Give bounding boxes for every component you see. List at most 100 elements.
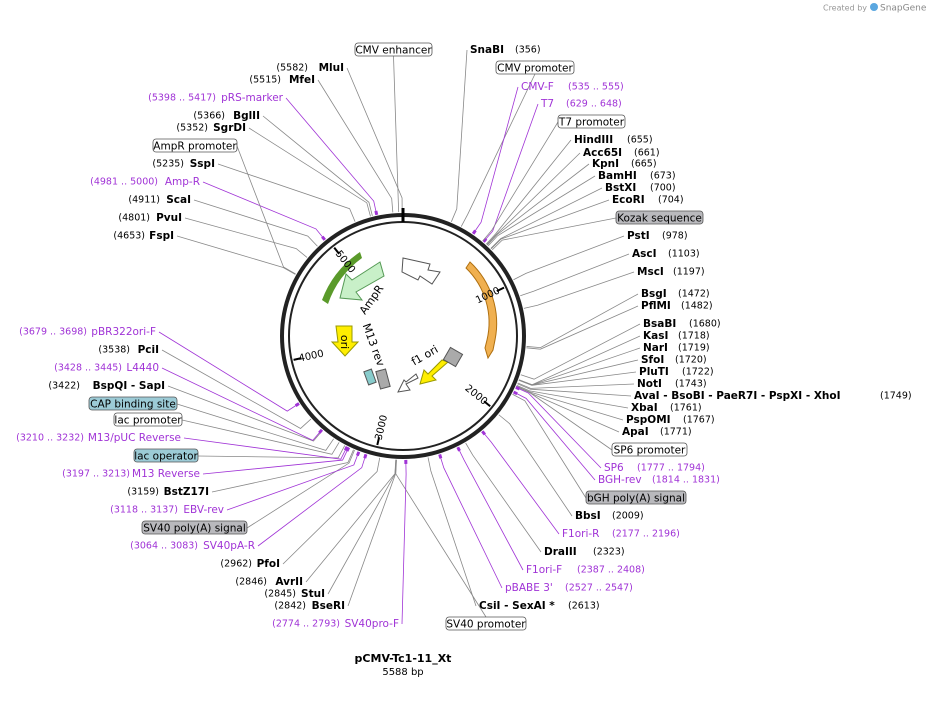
site-position: (356): [515, 45, 541, 56]
site-position: (700): [650, 183, 676, 194]
label-line: [483, 103, 539, 243]
site-name: ScaI: [166, 194, 191, 206]
primer-position: (2177 .. 2196): [612, 529, 680, 540]
feature-box: [141, 520, 248, 535]
site-name: BstXI: [605, 182, 636, 194]
feature-name: SP6 promoter: [614, 445, 686, 457]
label-line: [450, 49, 468, 222]
primer-position: (4981 .. 5000): [90, 177, 158, 188]
site-name: SgrDI: [213, 122, 246, 134]
site-name: BsaBI: [643, 318, 676, 330]
label-line: [487, 175, 596, 247]
feature-box: [615, 210, 704, 225]
site-position: (1719): [678, 343, 710, 354]
site-position: (4653): [113, 231, 145, 242]
site-position: (3538): [98, 345, 130, 356]
primer-tick: [482, 237, 488, 243]
credit: Created by: [823, 4, 867, 13]
feature-box: [495, 60, 575, 75]
label-line: [518, 371, 637, 386]
label-line: [305, 459, 397, 583]
primer-name: pBABE 3': [505, 582, 553, 594]
label-line: [236, 145, 296, 275]
site-position: (1771): [660, 427, 692, 438]
promoter-box: [442, 346, 464, 368]
primer-position: (5398 .. 5417): [148, 93, 216, 104]
white-arrow: [397, 373, 419, 393]
label-line: [513, 235, 625, 281]
site-position: (1680): [689, 319, 721, 330]
site-position: (5235): [152, 159, 184, 170]
primer-name: L4440: [126, 362, 159, 374]
label-line: [327, 459, 397, 595]
site-name: SspI: [190, 158, 215, 170]
label-lines: [158, 49, 641, 625]
polya-box: [375, 368, 391, 390]
primer-position: (1814 .. 1831): [652, 475, 720, 486]
label-line: [193, 199, 318, 247]
label-line: [486, 152, 581, 245]
primer-position: (3679 .. 3698): [19, 327, 87, 338]
primer-position: (535 .. 555): [568, 82, 624, 93]
feature-name: CMV enhancer: [355, 45, 432, 57]
site-name: BglII: [233, 110, 260, 122]
feature-box: [133, 448, 199, 463]
site-name: ApaI: [622, 426, 649, 438]
ring-tick: [293, 357, 302, 361]
ring-tick-label: 3000: [374, 414, 391, 441]
cmv-arrow: [401, 257, 441, 285]
site-position: (1472): [678, 289, 710, 300]
label-line: [167, 385, 323, 442]
site-position: (655): [627, 135, 653, 146]
label-line: [526, 293, 639, 349]
label-line: [211, 449, 354, 493]
site-position: (1761): [670, 403, 702, 414]
feature-label: ori: [338, 335, 351, 349]
label-line: [485, 139, 572, 245]
primer-name: SV40pA-R: [203, 540, 255, 552]
feature-name: Kozak sequence: [617, 213, 702, 225]
primer-name: EBV-rev: [183, 504, 224, 516]
label-line: [439, 454, 503, 589]
site-name: SfoI: [641, 354, 664, 366]
label-line: [513, 391, 596, 481]
primer-tick: [294, 402, 300, 407]
site-position: (5352): [176, 123, 208, 134]
brand-logo: [870, 3, 878, 11]
label-line: [498, 414, 573, 517]
primer-position: (3428 .. 3445): [54, 363, 122, 374]
label-line: [347, 459, 397, 607]
site-name: AvaI - BsoBI - PaeR7I - PspXI - XhoI: [634, 390, 841, 402]
label-line: [184, 217, 308, 258]
label-line: [460, 73, 536, 227]
orf-arrow: [465, 261, 498, 360]
label-line: [282, 457, 381, 565]
site-position: (673): [650, 171, 676, 182]
label-line: [465, 442, 542, 553]
label-line: [181, 419, 340, 455]
site-name: XbaI: [631, 402, 658, 414]
site-name: BseRI: [312, 600, 345, 612]
label-line: [516, 384, 629, 409]
site-name: KpnI: [592, 158, 619, 170]
site-position: (1743): [675, 379, 707, 390]
label-line: [246, 449, 355, 529]
site-name: AscI: [632, 248, 657, 260]
site-name: DraIII: [544, 546, 577, 558]
site-name: PstI: [627, 230, 650, 242]
feature-name: SV40 promoter: [446, 619, 526, 631]
label-line: [427, 457, 477, 607]
label-line: [517, 383, 632, 397]
ring-tick: [376, 436, 381, 446]
ori-arrow: [330, 325, 360, 357]
primer-position: (1777 .. 1794): [637, 463, 705, 474]
site-name: EcoRI: [612, 194, 645, 206]
labels: CMV enhancer SnaBI (356) CMV promoter CMV-F (…: [16, 42, 912, 631]
site-position: (5366): [193, 111, 225, 122]
site-name: HindIII: [574, 134, 613, 146]
label-line: [526, 305, 639, 350]
site-position: (2962): [220, 559, 252, 570]
label-line: [183, 437, 348, 460]
primer-tick: [512, 390, 518, 396]
